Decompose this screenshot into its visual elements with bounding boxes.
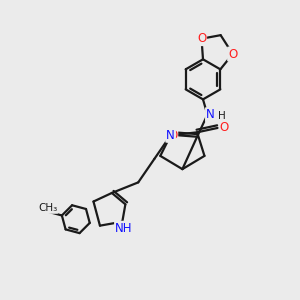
Text: N: N: [206, 108, 215, 121]
Text: O: O: [168, 129, 177, 142]
Text: NH: NH: [115, 222, 133, 235]
Text: H: H: [218, 111, 225, 121]
Text: CH₃: CH₃: [38, 203, 57, 213]
Text: O: O: [197, 32, 206, 45]
Text: O: O: [220, 122, 229, 134]
Text: O: O: [228, 47, 237, 61]
Text: N: N: [166, 129, 175, 142]
